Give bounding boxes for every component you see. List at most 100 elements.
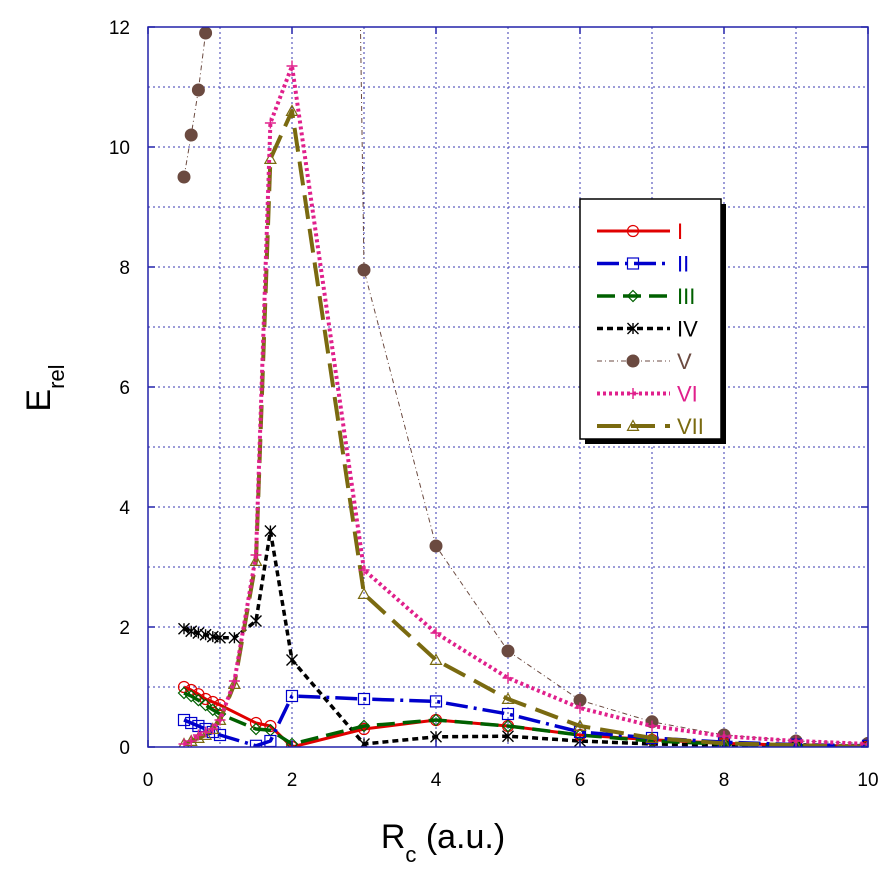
y-tick-label: 6 [119,378,130,399]
data-point-vi [574,702,586,714]
x-axis-title-sub: c [405,842,416,867]
data-point-vii [501,692,515,704]
x-tick-label: 10 [857,770,878,791]
ticks: 0 2 4 6 8 10 0 2 4 6 8 10 12 [109,18,879,791]
y-axis-title-main: E [20,389,58,412]
data-point-iv [228,631,241,644]
data-point-v [501,644,515,658]
data-point-iv [199,628,212,641]
data-point-iv [192,627,205,639]
y-tick-label: 2 [119,618,130,639]
data-point-ii [213,728,227,742]
legend-item-vi: VI [597,382,698,407]
data-point-iii [184,689,198,703]
x-tick-label: 4 [431,770,442,791]
legend-item-vii: VII [597,414,704,439]
data-point-ii [249,739,263,747]
series-vi [178,60,868,747]
x-axis-title-rest: (a.u.) [416,818,505,856]
data-point-ii [357,692,371,706]
data-point-vi [286,60,298,72]
data-point-iii [199,698,212,712]
data-point-iii [206,703,220,717]
data-point-v [191,83,205,97]
data-point-iv [502,730,514,743]
legend-label: I [677,219,683,244]
data-point-vii [249,554,263,566]
legend-marker [627,388,639,399]
data-point-ii [185,716,198,730]
data-point-v [199,27,213,40]
data-point-vi [264,117,276,129]
y-tick-label: 12 [109,18,130,39]
data-point-iii [192,693,205,707]
data-point-i [199,692,212,706]
y-axis-title: Erel [20,364,69,411]
data-point-vii [285,104,299,116]
data-point-vi [862,738,868,747]
data-point-iv [206,630,219,643]
data-point-v [177,170,191,184]
data-point-vi [646,720,658,732]
x-tick-label: 8 [719,770,730,791]
y-axis-title-sub: rel [44,364,69,388]
data-point-vi [250,549,262,561]
legend-label: III [677,284,695,309]
legend-label: II [677,252,689,277]
data-point-iv [358,738,370,747]
data-point-vii [357,587,371,599]
legend-box [579,198,722,440]
legend-marker [626,354,640,368]
data-point-vi [207,723,219,735]
legend-item-iii: III [597,284,695,309]
data-point-ii [429,695,443,708]
data-point-vii [573,719,587,731]
x-tick-label: 2 [287,770,298,791]
data-point-vi [192,729,204,741]
data-point-iv [178,622,190,635]
data-point-iv [250,615,262,627]
data-point-ii [861,739,868,747]
x-axis-title: Rc (a.u.) [381,818,505,867]
data-point-vi [178,738,190,747]
legend-label: IV [677,317,698,342]
legend-item-v: V [597,349,692,374]
grid [148,27,868,747]
data-point-vi [228,675,240,687]
data-point-iv [185,625,198,638]
legend-item-i: I [597,219,683,244]
y-tick-label: 10 [109,138,130,159]
data-point-vi [718,730,730,742]
legend-marker [626,419,640,431]
legend-label: VII [677,414,704,439]
data-point-iii [429,713,443,727]
series-ii [177,689,868,747]
legend-label: VI [677,382,698,407]
data-point-vi [790,735,802,747]
data-point-vii [263,152,277,164]
data-point-v [357,263,371,277]
data-point-vii [718,736,730,747]
data-point-vii [645,731,659,743]
data-point-ii [285,689,299,703]
data-point-vi [502,672,514,684]
legend-marker [626,257,640,270]
data-point-ii [177,713,191,727]
data-point-vi [430,627,442,639]
data-point-iv [214,631,226,644]
legend-marker [626,289,640,303]
y-tick-label: 8 [119,258,130,279]
series-line-vii [183,109,868,747]
legend-label: V [677,349,692,374]
series-v [177,27,868,747]
legend-item-ii: II [597,252,689,277]
data-point-vi [200,726,212,738]
x-axis-title-main: R [381,818,406,856]
series-vii [178,104,868,747]
series-line-iv [183,529,868,747]
x-tick-label: 0 [143,770,154,791]
y-tick-label: 0 [119,738,130,759]
